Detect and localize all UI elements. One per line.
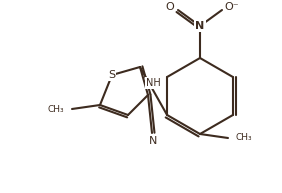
Text: CH₃: CH₃ [236, 134, 253, 142]
Text: N: N [195, 21, 205, 31]
Text: O⁻: O⁻ [225, 2, 239, 12]
Text: S: S [109, 70, 116, 80]
Text: N: N [149, 136, 157, 146]
Text: CH₃: CH₃ [47, 104, 64, 113]
Text: O: O [166, 2, 174, 12]
Text: NH: NH [146, 78, 161, 88]
